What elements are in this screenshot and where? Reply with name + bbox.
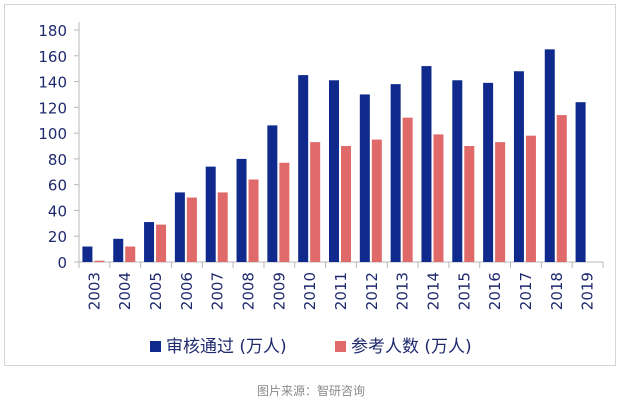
legend-label-applicants: 参考人数 (万人)	[351, 337, 472, 357]
y-tick-label: 40	[48, 202, 67, 220]
bar-approved	[298, 75, 309, 262]
bar-approved	[421, 66, 432, 262]
bar-applicants	[94, 260, 105, 262]
legend-swatch-applicants	[335, 341, 346, 352]
legend-swatch-approved	[150, 341, 161, 352]
bar-applicants	[556, 115, 567, 262]
bar-approved	[205, 166, 216, 262]
x-tick-label: 2013	[394, 272, 412, 310]
bar-approved	[174, 192, 185, 262]
bar-applicants	[186, 197, 197, 262]
x-tick-label: 2017	[517, 272, 535, 310]
bar-applicants	[464, 146, 475, 262]
bar-applicants	[433, 134, 444, 262]
x-tick-label: 2011	[332, 272, 350, 310]
bar-applicants	[495, 142, 506, 262]
bar-approved	[575, 102, 586, 262]
bar-applicants	[341, 146, 351, 262]
bar-approved	[359, 94, 370, 262]
bar-applicants	[310, 142, 321, 262]
x-tick-label: 2015	[455, 272, 473, 310]
bar-approved	[390, 84, 401, 262]
x-tick-label: 2007	[209, 272, 227, 310]
y-tick-label: 60	[48, 177, 67, 195]
bar-chart: 0 20 40 60 80 100 120 140 160 180 2003 2004 2005 2006…	[38, 22, 604, 357]
x-tick-label: 2006	[178, 272, 196, 310]
bar-approved	[82, 246, 93, 262]
bar-applicants	[217, 192, 228, 262]
y-tick-label: 120	[38, 99, 67, 117]
x-tick-label: 2004	[116, 272, 134, 310]
bar-approved	[236, 158, 247, 262]
bar-applicants	[156, 224, 167, 262]
x-tick-label: 2009	[270, 272, 288, 310]
image-source-caption: 图片来源：智研咨询	[256, 384, 365, 398]
x-tick-label: 2008	[240, 272, 258, 310]
bar-applicants	[279, 162, 290, 262]
bar-approved	[544, 49, 555, 263]
y-tick-label: 0	[57, 254, 67, 272]
bar-approved	[144, 222, 155, 262]
y-tick-label: 100	[38, 125, 67, 143]
x-tick-label: 2010	[301, 272, 319, 310]
x-tick-label: 2018	[548, 272, 566, 310]
y-tick-label: 80	[48, 151, 67, 169]
legend-label-approved: 审核通过 (万人)	[166, 337, 287, 357]
y-tick-label: 180	[38, 22, 67, 40]
bar-approved	[513, 71, 524, 262]
bar-approved	[113, 238, 124, 262]
y-tick-label: 140	[38, 74, 67, 92]
x-tick-label: 2003	[85, 272, 103, 310]
bar-applicants	[371, 139, 382, 262]
bar-applicants	[248, 179, 259, 262]
x-tick-label: 2014	[424, 272, 442, 310]
bar-approved	[483, 82, 494, 262]
bar-approved	[329, 80, 339, 263]
y-tick-label: 20	[48, 228, 67, 246]
x-tick-label: 2005	[147, 272, 165, 310]
bar-applicants	[125, 246, 136, 262]
x-tick-label: 2019	[579, 272, 597, 310]
bar-approved	[452, 80, 463, 263]
bar-applicants	[525, 135, 536, 262]
x-tick-label: 2016	[486, 272, 504, 310]
y-tick-label: 160	[38, 48, 67, 66]
bar-applicants	[402, 117, 413, 263]
bar-approved	[267, 125, 278, 262]
x-tick-label: 2012	[363, 272, 381, 310]
